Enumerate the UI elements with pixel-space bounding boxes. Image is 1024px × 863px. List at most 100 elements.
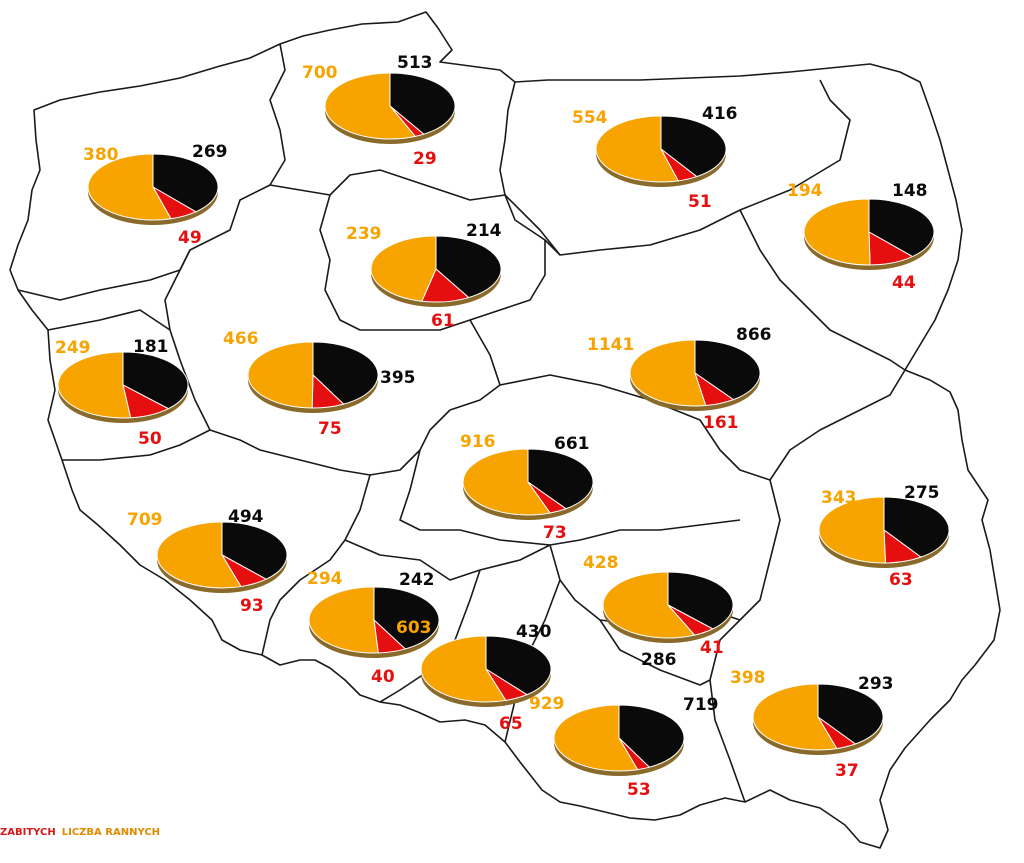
label-third-malopolskie: 53 [627, 780, 651, 800]
slice-deaths-zachodniopomorskie [152, 153, 219, 213]
pie-lodzkie [462, 448, 594, 520]
slice-deaths-podlaskie [868, 198, 935, 258]
pie-lubuskie [57, 351, 189, 423]
label-injured-lodzkie: 916 [460, 432, 496, 452]
label-injured-slaskie: 603 [396, 618, 432, 638]
label-injured-malopolskie: 929 [529, 694, 565, 714]
pie-podlaskie [803, 198, 935, 270]
border-3 [499, 81, 561, 256]
slice-injured-lubuskie [57, 351, 132, 419]
pie-warminsko-mazurskie [595, 115, 727, 187]
border-10 [399, 319, 741, 546]
label-deaths-malopolskie: 719 [683, 695, 719, 715]
label-injured-swietokrzyskie: 428 [583, 553, 619, 573]
pie-wielkopolskie [247, 341, 379, 413]
pie-podkarpackie [752, 683, 884, 755]
slice-deaths-pomorskie [389, 72, 456, 135]
slice-deaths-podkarpackie [817, 683, 884, 745]
label-deaths-lubelskie: 275 [904, 483, 940, 503]
border-7 [164, 249, 421, 476]
label-deaths-zachodniopomorskie: 269 [192, 142, 228, 162]
pie-swietokrzyskie [602, 571, 734, 643]
label-injured-warminsko-mazurskie: 554 [572, 108, 608, 128]
label-third-lubuskie: 50 [138, 429, 162, 449]
slice-injured-opolskie [308, 586, 379, 654]
slice-deaths-malopolskie [618, 704, 685, 768]
pie-mazowieckie [629, 339, 761, 411]
label-deaths-podlaskie: 148 [892, 181, 928, 201]
slice-deaths-lubelskie [883, 496, 950, 558]
label-injured-opolskie: 294 [307, 569, 343, 589]
slice-deaths-swietokrzyskie [667, 571, 734, 630]
label-deaths-swietokrzyskie: 286 [641, 650, 677, 670]
label-third-slaskie: 65 [499, 714, 523, 734]
border-4 [504, 79, 851, 256]
pie-opolskie [308, 586, 440, 658]
slice-injured-podlaskie [803, 198, 871, 266]
country-border [9, 11, 1001, 849]
label-deaths-lubuskie: 181 [133, 337, 169, 357]
border-12 [709, 479, 781, 803]
pie-charts [57, 72, 950, 776]
label-deaths-mazowieckie: 866 [736, 325, 772, 345]
label-deaths-wielkopolskie: 395 [380, 368, 416, 388]
slice-injured-dolnoslaskie [156, 521, 242, 589]
border-18 [599, 619, 711, 686]
slice-deaths-lodzkie [527, 448, 594, 510]
label-injured-podkarpackie: 398 [730, 668, 766, 688]
label-injured-lubuskie: 249 [55, 338, 91, 358]
label-injured-wielkopolskie: 466 [223, 329, 259, 349]
border-14 [344, 539, 551, 581]
label-third-opolskie: 40 [371, 667, 395, 687]
label-third-dolnoslaskie: 93 [240, 596, 264, 616]
label-third-podkarpackie: 37 [835, 761, 859, 781]
label-injured-lubelskie: 343 [821, 488, 857, 508]
slice-injured-swietokrzyskie [602, 571, 696, 639]
label-third-zachodniopomorskie: 49 [178, 228, 202, 248]
label-third-lodzkie: 73 [543, 523, 567, 543]
pie-kujawsko-pomorskie [370, 235, 502, 307]
label-third-wielkopolskie: 75 [318, 419, 342, 439]
slice-deaths-slaskie [485, 635, 552, 696]
slice-injured-kujawsko-pomorskie [370, 235, 437, 302]
slice-deaths-kujawsko-pomorskie [435, 235, 502, 299]
slice-injured-wielkopolskie [247, 341, 314, 409]
label-third-pomorskie: 29 [413, 149, 437, 169]
label-deaths-lodzkie: 661 [554, 434, 590, 454]
label-third-warminsko-mazurskie: 51 [688, 192, 712, 212]
label-injured-kujawsko-pomorskie: 239 [346, 224, 382, 244]
legend: ZABITYCH LICZBA RANNYCH [0, 827, 166, 838]
label-deaths-pomorskie: 513 [397, 53, 433, 73]
slice-injured-podkarpackie [752, 683, 838, 751]
pie-pomorskie [324, 72, 456, 144]
slice-deaths-mazowieckie [694, 339, 761, 401]
label-injured-podlaskie: 194 [787, 181, 823, 201]
slice-injured-lodzkie [462, 448, 551, 516]
border-13 [261, 474, 371, 656]
legend-injured: LICZBA RANNYCH [61, 827, 161, 838]
label-deaths-slaskie: 430 [516, 622, 552, 642]
label-injured-mazowieckie: 1141 [587, 335, 634, 355]
slice-injured-zachodniopomorskie [87, 153, 172, 221]
label-third-lubelskie: 63 [889, 570, 913, 590]
slice-injured-pomorskie [324, 72, 417, 140]
label-deaths-dolnoslaskie: 494 [228, 507, 264, 527]
legend-deaths: ZABITYCH [0, 827, 56, 838]
pie-slaskie [420, 635, 552, 707]
label-injured-dolnoslaskie: 709 [127, 510, 163, 530]
label-third-mazowieckie: 161 [703, 413, 739, 433]
border-5 [739, 209, 906, 371]
label-deaths-warminsko-mazurskie: 416 [702, 104, 738, 124]
border-11 [499, 369, 906, 481]
border-6 [319, 194, 546, 331]
pie-dolnoslaskie [156, 521, 288, 593]
slice-deaths-opolskie [373, 586, 440, 650]
pie-zachodniopomorskie [87, 153, 219, 225]
slice-deaths-lubuskie [122, 351, 189, 410]
slice-injured-malopolskie [553, 704, 639, 772]
border-8 [47, 309, 171, 331]
label-deaths-opolskie: 242 [399, 570, 435, 590]
slice-deaths-dolnoslaskie [221, 521, 288, 580]
